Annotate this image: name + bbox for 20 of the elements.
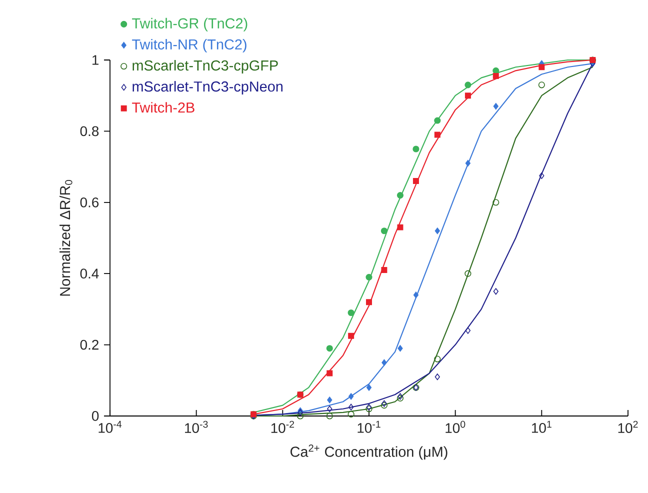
- x-axis-title: Ca$^{2+}$ Concentration (μM): [290, 444, 448, 460]
- x-tick-label: 10$^{-4}$: [98, 420, 122, 433]
- x-tick-label: 10$^{-2}$: [271, 420, 294, 434]
- y-tick-label: 0.8: [80, 126, 99, 136]
- y-tick-label: 0.2: [80, 340, 98, 350]
- y-axis-title: Normalized ΔR/R$_{0}$: [60, 180, 72, 296]
- legend-label: Twitch-NR (TnC2): [132, 38, 246, 52]
- legend-label: mScarlet-TnC3-cpNeon: [132, 81, 282, 94]
- x-tick-label: 10$^{-1}$: [358, 420, 380, 433]
- y-tick-label: 0.4: [80, 268, 99, 279]
- x-tick-label: 10$^{2}$: [618, 420, 638, 434]
- legend-label: mScarlet-TnC3-cpGFP: [132, 60, 278, 74]
- x-tick-label: 10$^{1}$: [532, 420, 552, 433]
- legend-label: Twitch-GR (TnC2): [132, 18, 248, 32]
- x-tick-label: 10$^{0}$: [446, 420, 466, 434]
- legend-label: Twitch-2B: [132, 102, 194, 113]
- x-tick-label: 10$^{-3}$: [185, 420, 208, 434]
- y-tick-label: 0: [92, 411, 99, 421]
- y-tick-label: 1: [92, 55, 98, 65]
- y-tick-label: 0.6: [80, 197, 99, 208]
